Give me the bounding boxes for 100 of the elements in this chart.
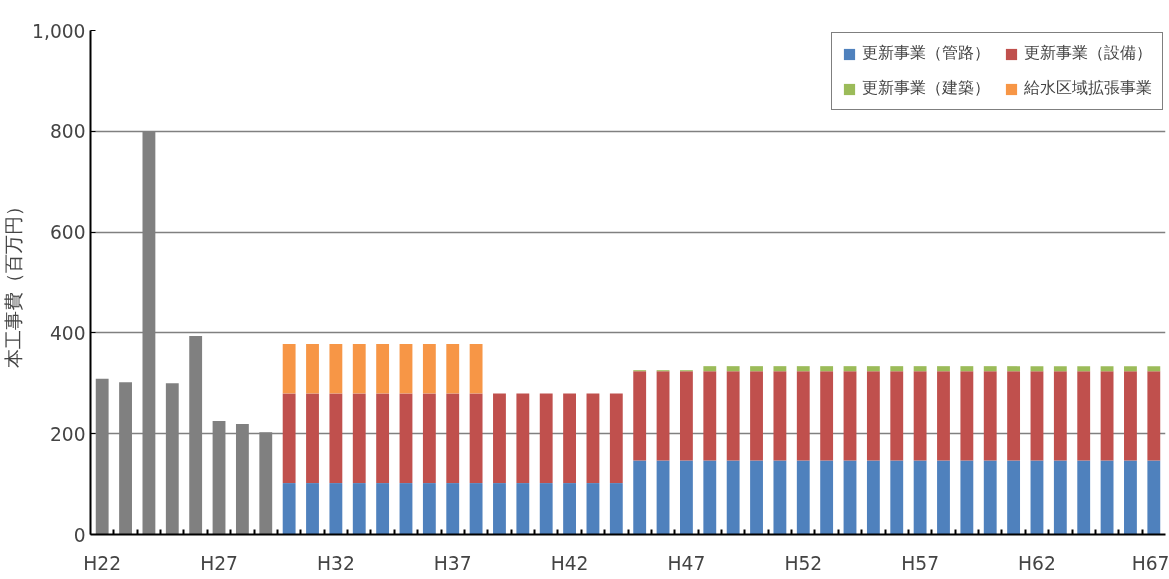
bar	[633, 371, 647, 461]
y-tick-label: 400	[49, 322, 86, 344]
bar	[913, 366, 927, 372]
bar	[352, 483, 366, 535]
bar	[703, 366, 717, 372]
bar	[306, 343, 319, 394]
bar	[750, 366, 763, 372]
bar	[446, 393, 460, 484]
bar	[563, 483, 576, 535]
y-tick-label: 200	[49, 423, 86, 445]
bar	[773, 460, 787, 535]
legend-label: 給水区域拡張事業	[1024, 78, 1152, 99]
bar	[1124, 366, 1137, 372]
bar	[446, 343, 460, 394]
bar	[703, 460, 717, 535]
bar	[820, 371, 834, 461]
y-tick-label: 800	[49, 121, 86, 143]
x-tick-label: H52	[784, 552, 823, 574]
y-axis-title: 本工事費（百万円）	[3, 197, 25, 368]
bar	[1147, 371, 1161, 461]
bar	[656, 371, 670, 461]
bar	[866, 460, 880, 535]
bar	[726, 460, 740, 535]
bar	[469, 393, 483, 484]
bar	[516, 393, 530, 484]
x-tick-label: H57	[901, 552, 940, 574]
bar	[282, 483, 296, 535]
bar	[352, 393, 366, 484]
bar	[329, 483, 343, 535]
bar	[913, 460, 927, 535]
y-tick-label: 0	[73, 524, 86, 546]
bar	[1077, 371, 1091, 461]
bar	[609, 483, 623, 535]
x-tick-label: H42	[550, 552, 589, 574]
y-tick-label: 600	[49, 222, 86, 244]
bar	[282, 343, 296, 394]
x-tick-label: H62	[1018, 552, 1056, 574]
bar	[843, 366, 857, 372]
bar	[937, 460, 950, 535]
bar	[750, 460, 763, 535]
bar	[493, 483, 506, 535]
bar	[866, 371, 880, 461]
x-tick-label: H67	[1131, 552, 1169, 574]
bar	[1147, 460, 1161, 535]
bar	[960, 371, 974, 461]
bar	[376, 393, 390, 484]
x-tick-label: H47	[667, 552, 706, 574]
bar	[563, 393, 576, 484]
bar	[773, 366, 787, 372]
bar	[422, 393, 436, 484]
bar	[1053, 371, 1067, 461]
bar	[820, 460, 834, 535]
bar	[843, 460, 857, 535]
bar	[703, 371, 717, 461]
bar	[1030, 460, 1044, 535]
bar	[609, 393, 623, 484]
x-tick-label: H22	[83, 552, 122, 574]
bar	[983, 371, 997, 461]
bar	[376, 483, 390, 535]
bar	[1030, 366, 1044, 372]
x-tick-label: H37	[433, 552, 472, 574]
bar	[1053, 366, 1067, 372]
legend-label: 更新事業（建築）	[862, 78, 990, 99]
bar	[1100, 366, 1114, 372]
bar	[539, 393, 553, 484]
bar	[726, 371, 740, 461]
bar	[1100, 460, 1114, 535]
bar	[983, 366, 997, 372]
bar	[1053, 460, 1067, 535]
x-tick-label: H27	[200, 552, 238, 574]
bar	[843, 371, 857, 461]
bar	[890, 371, 904, 461]
bar	[516, 483, 530, 535]
bar	[773, 371, 787, 461]
bar	[469, 343, 483, 394]
bar	[656, 460, 670, 535]
bar	[1007, 460, 1021, 535]
bar	[1124, 371, 1137, 461]
bar	[937, 366, 950, 372]
bar	[446, 483, 460, 535]
bar	[796, 460, 810, 535]
bar	[306, 393, 319, 484]
bar	[376, 343, 390, 394]
bar	[1100, 371, 1114, 461]
bar	[633, 460, 647, 535]
bar	[399, 343, 413, 394]
bar	[983, 460, 997, 535]
x-tick-label: H32	[317, 552, 355, 574]
bar	[1077, 366, 1091, 372]
bar	[960, 460, 974, 535]
bar	[306, 483, 319, 535]
bar	[539, 483, 553, 535]
bar	[796, 371, 810, 461]
bar	[937, 371, 950, 461]
bar	[796, 366, 810, 372]
bar	[960, 366, 974, 372]
bar	[726, 366, 740, 372]
bar	[913, 371, 927, 461]
bar	[750, 371, 763, 461]
bar	[680, 371, 693, 461]
